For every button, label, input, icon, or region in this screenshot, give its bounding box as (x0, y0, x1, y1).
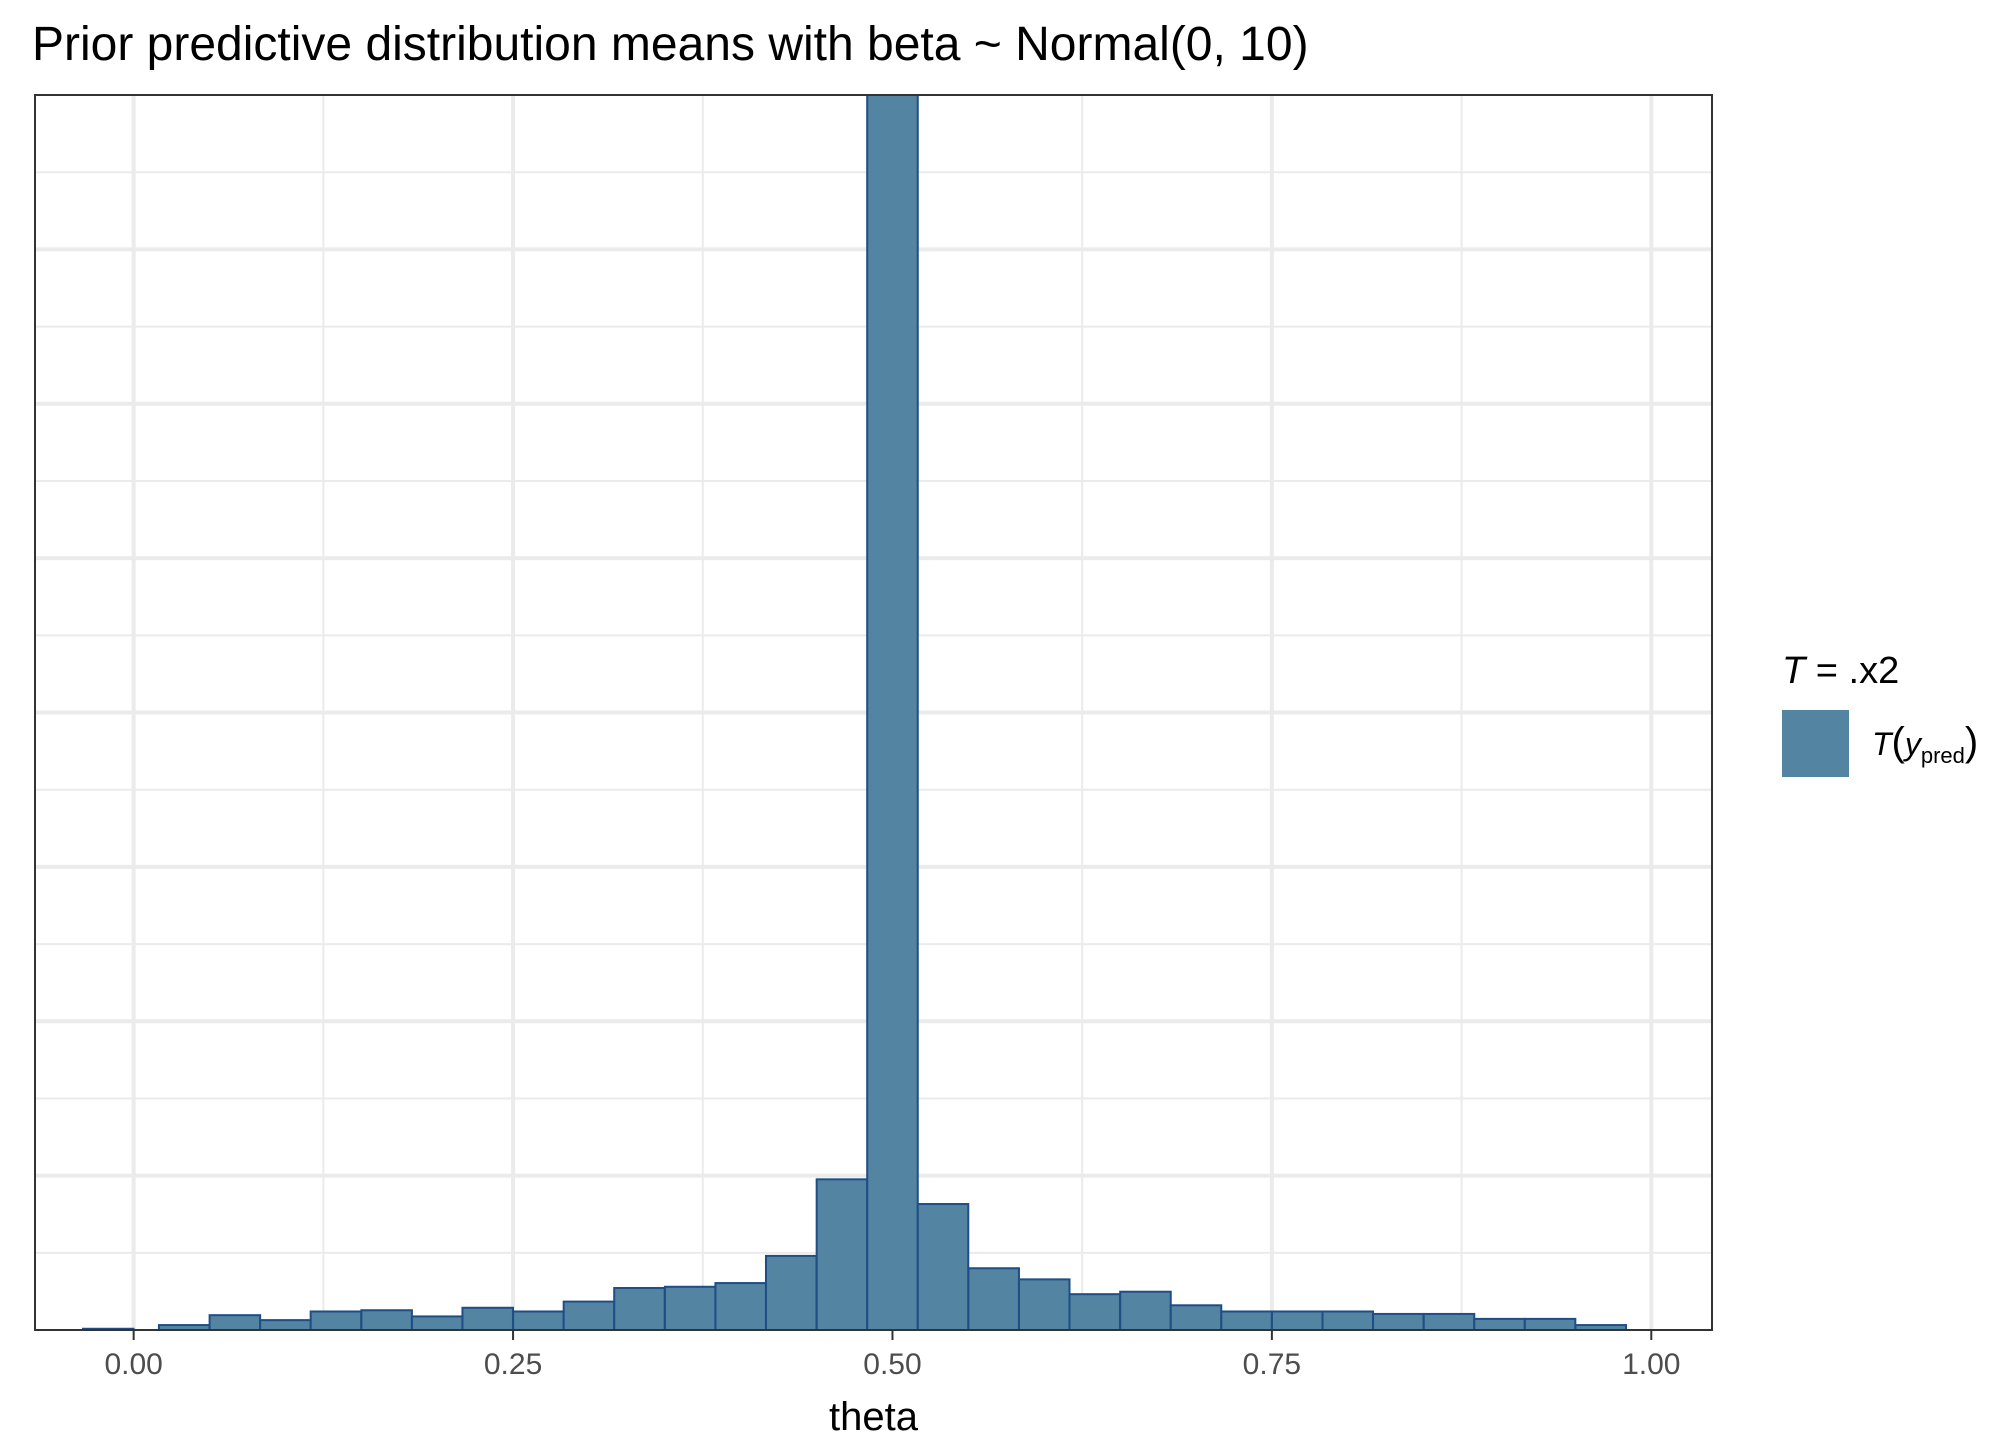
histogram-bar (562, 1300, 616, 1331)
legend-label-T: T (1872, 726, 1894, 762)
histogram-bar (866, 94, 919, 1331)
x-tick-label: 0.25 (484, 1348, 542, 1381)
x-tick-label: 0.00 (104, 1348, 162, 1381)
histogram-bar (1169, 1304, 1223, 1332)
histogram-bar (1119, 1290, 1172, 1331)
histogram-bar (259, 1319, 312, 1331)
panel-border (34, 94, 1713, 1331)
histogram-bar (714, 1282, 767, 1331)
legend-label-close-paren: ) (1965, 720, 1978, 764)
histogram-bar (208, 1314, 262, 1332)
histogram-bar (764, 1254, 818, 1332)
histogram-bar (967, 1267, 1020, 1331)
x-axis-ticks: 0.00 0.25 0.50 0.75 1.00 (104, 1330, 1680, 1381)
legend-label-open-paren: ( (1892, 720, 1906, 764)
x-tick-label: 1.00 (1622, 1348, 1680, 1381)
histogram-bar (360, 1309, 413, 1331)
histogram-bar (1523, 1317, 1577, 1332)
legend-item-label: T(ypred) (1872, 720, 1978, 768)
histogram-bar (613, 1287, 666, 1332)
x-tick-label: 0.75 (1243, 1348, 1301, 1381)
legend: T = .x2 T(ypred) (1782, 650, 1978, 777)
histogram-bar (1372, 1312, 1425, 1331)
histogram-bar (1220, 1310, 1273, 1331)
histogram-bar (1017, 1278, 1071, 1331)
legend-label-subscript: pred (1921, 743, 1965, 768)
legend-title: T = .x2 (1782, 650, 1899, 692)
chart-title: Prior predictive distribution means with… (32, 18, 1309, 71)
histogram-bar (1422, 1312, 1476, 1331)
histogram-bar (663, 1285, 717, 1332)
legend-title-variable: T (1782, 650, 1808, 692)
histogram-bars (82, 94, 1628, 1332)
legend-label-y: y (1903, 726, 1923, 762)
histogram-bar (1473, 1317, 1526, 1332)
x-tick-label: 0.50 (863, 1348, 921, 1381)
histogram-bar (1321, 1310, 1375, 1331)
histogram-bar (512, 1310, 565, 1331)
histogram-bar (410, 1315, 464, 1332)
histogram-bar (916, 1203, 970, 1332)
x-axis-title: theta (829, 1395, 919, 1439)
histogram-bar (815, 1178, 869, 1331)
legend-key-swatch (1782, 710, 1849, 777)
histogram-bar (309, 1310, 363, 1331)
histogram-bar (1068, 1293, 1122, 1332)
histogram-bar (1270, 1310, 1324, 1331)
legend-title-text: = .x2 (1805, 650, 1899, 692)
histogram-bar (461, 1306, 514, 1332)
